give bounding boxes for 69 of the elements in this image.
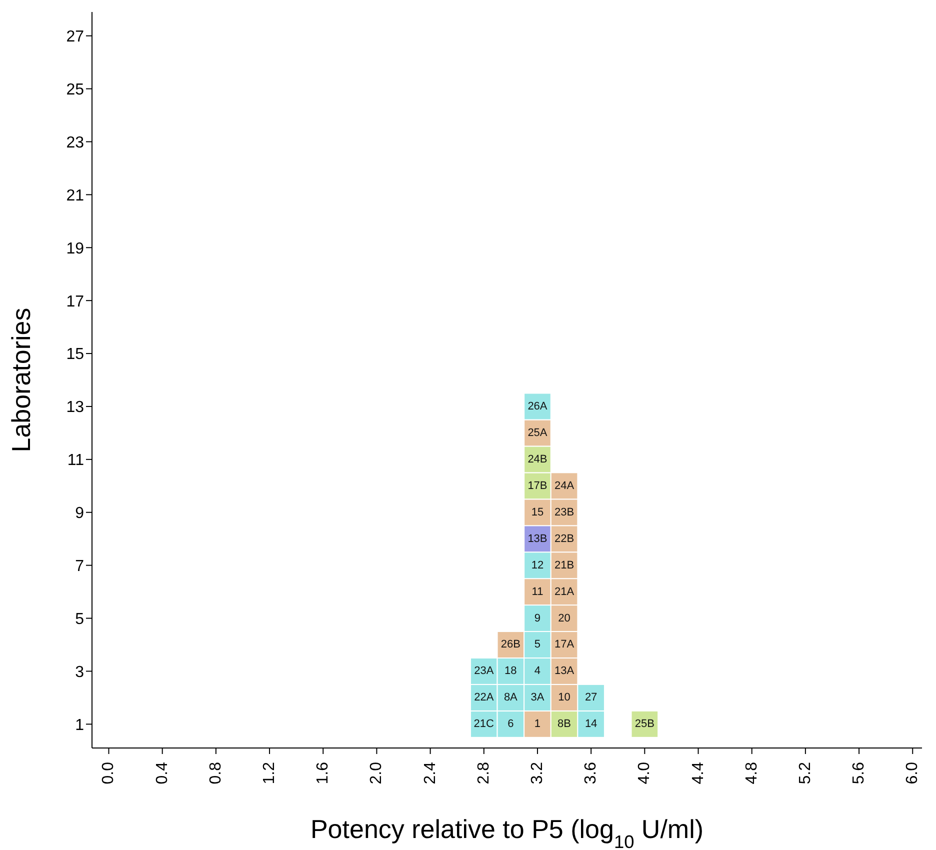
annotation: 20 (558, 612, 570, 624)
y-tick-label: 13 (66, 399, 84, 416)
y-tick-label: 9 (75, 505, 84, 522)
y-tick-label: 3 (75, 664, 84, 681)
annotation: 6 (508, 718, 514, 730)
x-tick-label: 4.4 (690, 762, 707, 784)
x-tick-label: 0.8 (207, 762, 224, 784)
point (524, 631, 552, 658)
annotation: 26B (500, 638, 520, 651)
y-tick-label: 11 (67, 452, 84, 470)
annotation: 25A (528, 426, 548, 439)
x-tick-label: 4.8 (743, 762, 760, 784)
y-tick-label: 19 (66, 240, 84, 258)
annotation: 22B (554, 532, 574, 545)
annotation: 23A (474, 665, 494, 678)
y-tick-label: 1 (75, 716, 84, 734)
point (524, 710, 552, 738)
annotation: 21C (474, 718, 494, 730)
x-tick-label: 2.0 (368, 762, 386, 784)
x-tick-label: 5.2 (796, 762, 814, 784)
annotation: 18 (504, 665, 517, 678)
x-tick-label: 3.6 (582, 762, 600, 784)
y-tick-label: 25 (66, 81, 84, 98)
point (524, 604, 552, 632)
annotation: 12 (531, 559, 544, 572)
annotation: 24B (528, 453, 548, 466)
y-tick-label: 15 (66, 346, 84, 364)
annotation: 26A (528, 400, 548, 412)
annotation: 17A (554, 638, 575, 651)
annotation: 21B (554, 559, 574, 572)
annotation: 15 (531, 506, 544, 518)
annotation: 10 (558, 692, 570, 704)
annotation: 9 (534, 612, 541, 624)
x-tick-label: 4.0 (636, 762, 654, 784)
annotation: 21A (554, 586, 575, 598)
annotation: 13B (528, 532, 548, 545)
x-tick-label: 2.8 (475, 762, 492, 784)
x-tick-label: 1.6 (314, 762, 332, 784)
point (524, 657, 552, 685)
x-tick-label: 5.6 (850, 762, 868, 784)
x-tick-label: 0.0 (100, 762, 118, 784)
annotation: 14 (584, 718, 598, 730)
y-tick-label: 23 (66, 134, 84, 152)
x-tick-label: 2.4 (422, 762, 439, 784)
annotation: 27 (584, 692, 598, 704)
y-axis-title: Laboratories (6, 308, 36, 452)
x-tick-label: 0.4 (154, 762, 171, 784)
x-tick-label: 3.2 (528, 762, 546, 784)
annotation: 11 (532, 586, 544, 598)
annotation: 8B (558, 718, 572, 730)
annotation: 8A (504, 692, 518, 704)
x-tick-label: 6.0 (904, 762, 922, 784)
y-tick-label: 17 (66, 293, 84, 310)
annotation: 17B (528, 480, 548, 492)
x-axis-title: Potency relative to P5 (log$_{10}$ U/ml) (310, 814, 704, 850)
annotation: 5 (534, 638, 541, 651)
annotation: 4 (534, 665, 541, 678)
annotation: 23B (554, 506, 574, 518)
y-tick-label: 27 (66, 28, 84, 46)
annotation: 24A (554, 480, 575, 492)
y-tick-label: 5 (75, 610, 84, 628)
y-tick-label: 21 (66, 187, 84, 204)
annotation: 1 (534, 718, 541, 730)
annotation: 13A (554, 665, 575, 678)
annotation: 22A (474, 692, 494, 704)
x-tick-label: 1.2 (261, 762, 278, 784)
annotation: 25B (634, 718, 654, 730)
annotation: 3A (530, 692, 545, 704)
y-tick-label: 7 (75, 558, 84, 576)
